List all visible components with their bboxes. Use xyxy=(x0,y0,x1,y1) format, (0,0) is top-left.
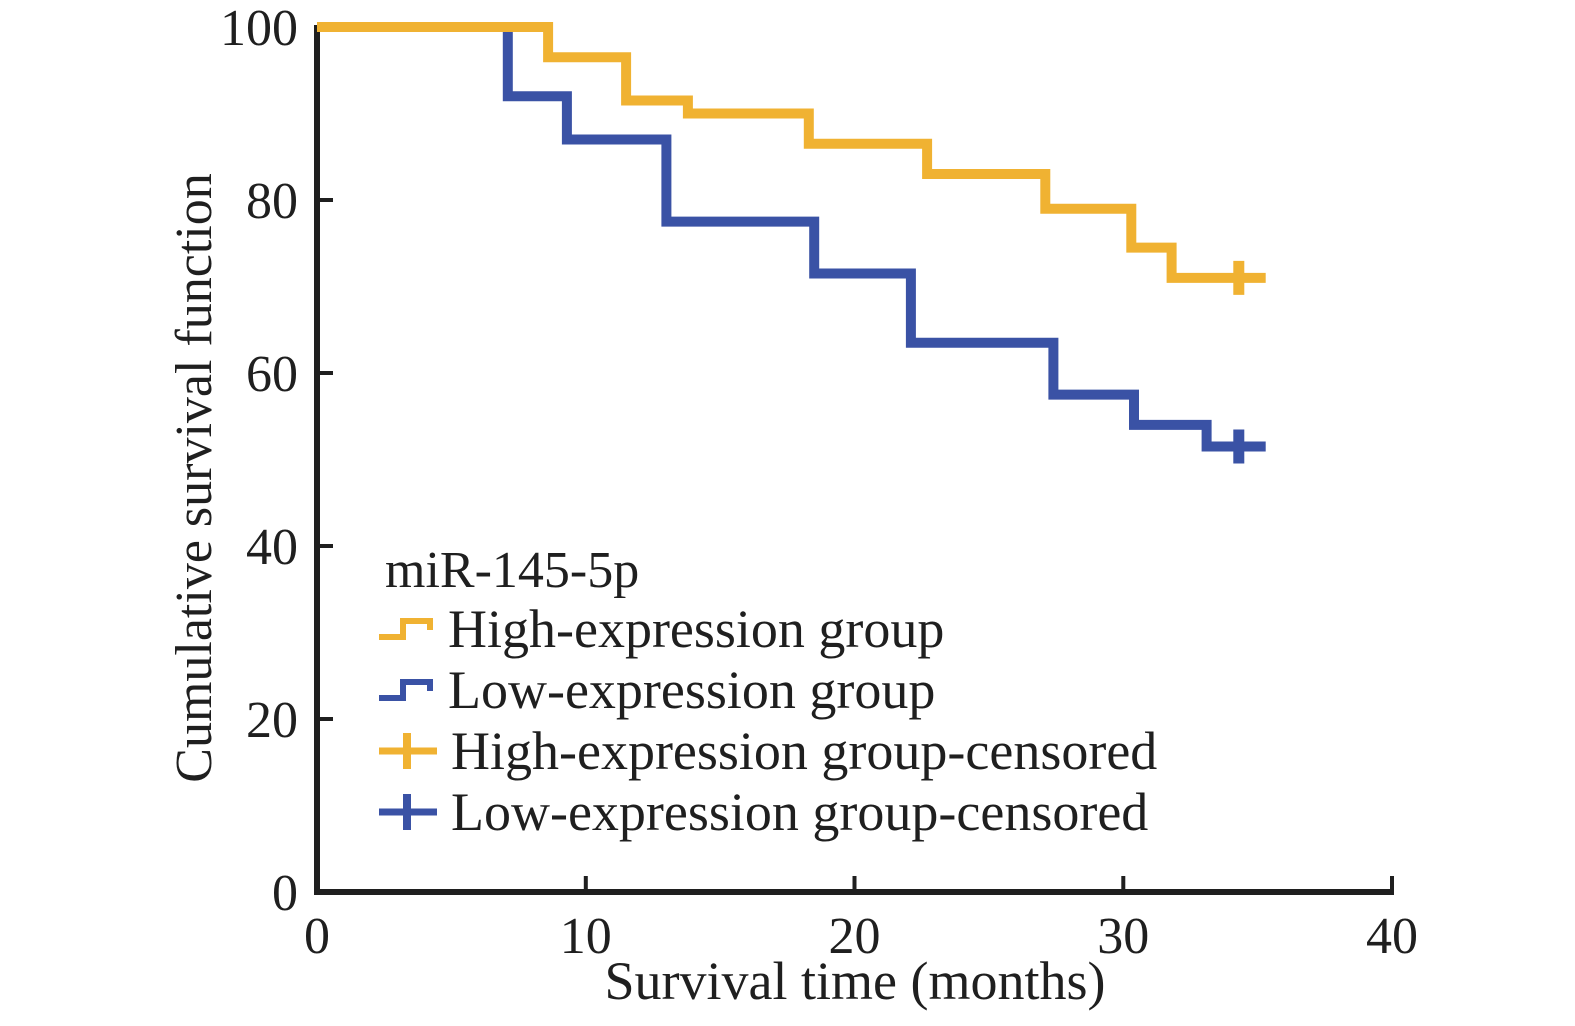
legend: miR-145-5p High-expression group Low-exp… xyxy=(378,543,1157,842)
plus-censored-icon xyxy=(379,793,437,830)
legend-item-high-expression-censored: High-expression group-censored xyxy=(378,720,1157,781)
y-tick-label: 60 xyxy=(246,346,298,403)
y-tick-label: 0 xyxy=(272,865,298,922)
x-tick-label: 10 xyxy=(560,908,612,965)
legend-item-high-expression: High-expression group xyxy=(378,598,1157,659)
step-line-glyph xyxy=(379,617,433,640)
survival-curve-high xyxy=(317,22,1266,283)
x-tick-label: 30 xyxy=(1097,908,1149,965)
x-axis-title: Survival time (months) xyxy=(604,951,1106,1011)
plus-censored-icon xyxy=(379,732,437,769)
legend-item-low-expression-censored: Low-expression group-censored xyxy=(378,781,1157,842)
y-axis-title: Cumulative survival function xyxy=(166,173,223,783)
survival-curve-low xyxy=(317,22,1266,452)
step-line-icon xyxy=(379,678,433,701)
legend-item-label: Low-expression group xyxy=(448,659,936,720)
x-tick-label: 40 xyxy=(1366,908,1418,965)
legend-item-label: High-expression group xyxy=(448,598,945,659)
y-tick-label: 100 xyxy=(220,0,298,57)
legend-title: miR-145-5p xyxy=(385,542,640,599)
x-tick-label: 20 xyxy=(829,908,881,965)
x-tick-label: 0 xyxy=(304,908,330,965)
y-tick-label: 80 xyxy=(246,173,298,230)
step-line-glyph xyxy=(379,678,433,701)
y-tick-label: 40 xyxy=(246,519,298,576)
step-line-icon xyxy=(379,617,433,640)
y-tick-label: 20 xyxy=(246,692,298,749)
legend-item-low-expression: Low-expression group xyxy=(378,659,1157,720)
legend-item-label: Low-expression group-censored xyxy=(451,781,1149,842)
legend-item-label: High-expression group-censored xyxy=(451,720,1158,781)
